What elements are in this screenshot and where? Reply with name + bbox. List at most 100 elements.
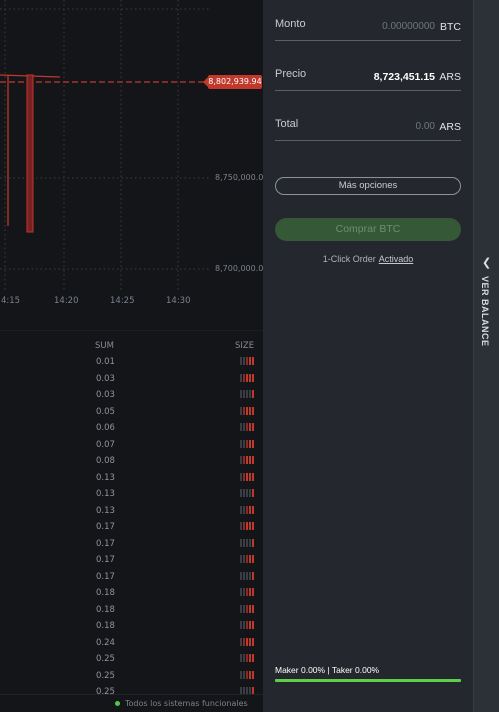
order-book-row[interactable]: 0.25 [0, 667, 263, 684]
sum-value: 0.03 [96, 390, 115, 400]
size-bar [240, 670, 256, 679]
size-bar [240, 571, 256, 580]
precio-field[interactable]: Precio 8,723,451.15 ARS [275, 50, 461, 91]
buy-btc-button[interactable]: Comprar BTC [275, 218, 461, 241]
sum-value: 0.08 [96, 456, 115, 466]
size-bar [240, 373, 256, 382]
size-bar [240, 538, 256, 547]
size-bar [240, 357, 256, 365]
order-book-row[interactable]: 0.18 [0, 601, 263, 618]
total-input[interactable]: 0.00 [415, 121, 435, 132]
order-book-row[interactable]: 0.13 [0, 469, 263, 486]
order-book-row[interactable]: 0.17 [0, 551, 263, 568]
one-click-order: 1-Click Order Activado [263, 254, 473, 264]
size-bar [240, 621, 256, 629]
size-bar [240, 439, 256, 448]
sum-value: 0.18 [96, 604, 115, 615]
one-click-label: 1-Click Order [322, 254, 376, 264]
order-book-row[interactable]: 0.13 [0, 485, 263, 502]
y-axis-label: 8,700,000.00 [215, 264, 269, 273]
x-axis-label: 4:15 [1, 296, 21, 306]
sum-value: 0.24 [96, 637, 115, 648]
sum-column-header: SUM [95, 341, 114, 351]
precio-label: Precio [275, 68, 307, 80]
size-bar [240, 472, 256, 481]
sum-value: 0.17 [96, 522, 115, 532]
order-book-row[interactable]: 0.13 [0, 502, 263, 519]
order-book-row[interactable]: 0.25 [0, 683, 263, 694]
order-book-row[interactable]: 0.03 [0, 370, 263, 387]
sum-value: 0.17 [96, 555, 115, 565]
order-book-row[interactable]: 0.06 [0, 419, 263, 436]
sum-value: 0.18 [96, 621, 115, 631]
y-axis-label: 8,750,000.00 [215, 173, 269, 182]
sum-value: 0.25 [96, 670, 115, 681]
order-book-row[interactable]: 0.17 [0, 518, 263, 535]
order-book-row[interactable]: 0.24 [0, 634, 263, 651]
monto-input[interactable]: 0.00000000 [382, 21, 435, 32]
order-form: Monto 0.00000000 BTC Precio 8,723,451.15… [263, 0, 473, 712]
sum-value: 0.13 [96, 472, 115, 483]
ver-balance-tab[interactable]: ❮ VER BALANCE [473, 0, 499, 712]
size-bar [240, 637, 256, 646]
total-currency: ARS [439, 121, 461, 133]
sum-value: 0.25 [96, 687, 115, 694]
order-book[interactable]: SUM SIZE 0.01 0.03 0.03 0.05 0.06 0.07 0.08 0.1… [0, 330, 263, 694]
fees-text: Maker 0.00% | Taker 0.00% [275, 665, 380, 675]
status-dot-icon [115, 701, 120, 706]
sum-value: 0.17 [96, 538, 115, 549]
order-book-row[interactable]: 0.01 [0, 353, 263, 370]
size-bar [240, 522, 256, 530]
sum-value: 0.13 [96, 489, 115, 499]
order-book-row[interactable]: 0.05 [0, 403, 263, 420]
size-bar [240, 489, 256, 497]
ver-balance-label: VER BALANCE [480, 276, 490, 347]
chevron-left-icon: ❮ [482, 257, 492, 269]
more-options-button[interactable]: Más opciones [275, 177, 461, 195]
order-book-row[interactable]: 0.07 [0, 436, 263, 453]
monto-field[interactable]: Monto 0.00000000 BTC [275, 0, 461, 41]
monto-label: Monto [275, 18, 306, 30]
order-book-row[interactable]: 0.18 [0, 617, 263, 634]
size-bar [240, 390, 256, 398]
size-bar [240, 588, 256, 596]
sum-value: 0.25 [96, 654, 115, 664]
size-bar [240, 505, 256, 514]
sum-value: 0.17 [96, 571, 115, 582]
size-column-header: SIZE [235, 341, 255, 351]
order-book-row[interactable]: 0.17 [0, 535, 263, 552]
precio-input[interactable]: 8,723,451.15 [373, 71, 435, 83]
sum-value: 0.05 [96, 406, 115, 417]
sum-value: 0.18 [96, 588, 115, 598]
total-label: Total [275, 118, 299, 130]
sum-value: 0.06 [96, 423, 115, 433]
size-bar [240, 406, 256, 415]
status-text: Todos los sistemas funcionales [125, 699, 248, 708]
order-book-row[interactable]: 0.25 [0, 650, 263, 667]
x-axis-label: 14:20 [54, 296, 79, 306]
order-book-row[interactable]: 0.08 [0, 452, 263, 469]
order-book-row[interactable]: 0.17 [0, 568, 263, 585]
status-bar: Todos los sistemas funcionales [0, 694, 263, 712]
sum-value: 0.13 [96, 505, 115, 516]
sum-value: 0.03 [96, 373, 115, 384]
sum-value: 0.01 [96, 357, 115, 367]
order-book-row[interactable]: 0.18 [0, 584, 263, 601]
fees-bar [275, 679, 461, 682]
one-click-toggle-link[interactable]: Activado [378, 254, 414, 264]
price-chart[interactable]: 8,802,939.94 8,750,000.00 8,700,000.00 4… [0, 0, 268, 330]
size-bar [240, 654, 256, 662]
size-bar [240, 423, 256, 431]
monto-currency: BTC [440, 21, 461, 33]
precio-currency: ARS [439, 71, 461, 83]
size-bar [240, 687, 256, 694]
total-field[interactable]: Total 0.00 ARS [275, 100, 461, 141]
order-book-row[interactable]: 0.03 [0, 386, 263, 403]
chart-canvas [0, 0, 210, 292]
size-bar [240, 604, 256, 613]
sum-value: 0.07 [96, 439, 115, 450]
size-bar [240, 555, 256, 563]
size-bar [240, 456, 256, 464]
x-axis-label: 14:25 [110, 296, 135, 306]
current-price-tag: 8,802,939.94 [203, 75, 262, 89]
